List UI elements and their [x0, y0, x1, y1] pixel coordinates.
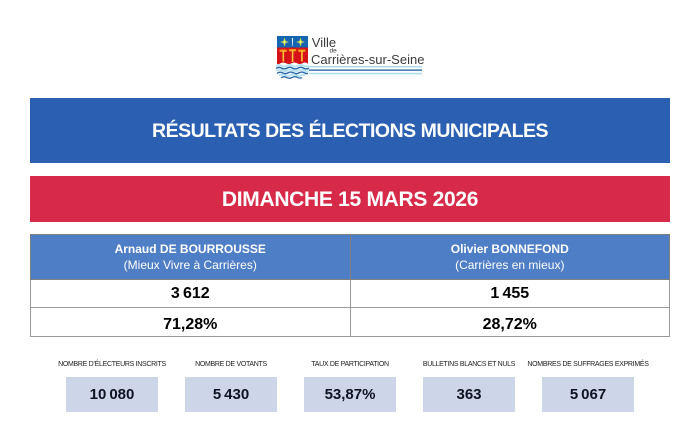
svg-text:Carrières-sur-Seine: Carrières-sur-Seine [311, 52, 424, 67]
svg-text:Ville: Ville [312, 35, 336, 50]
svg-text:de: de [330, 48, 338, 55]
